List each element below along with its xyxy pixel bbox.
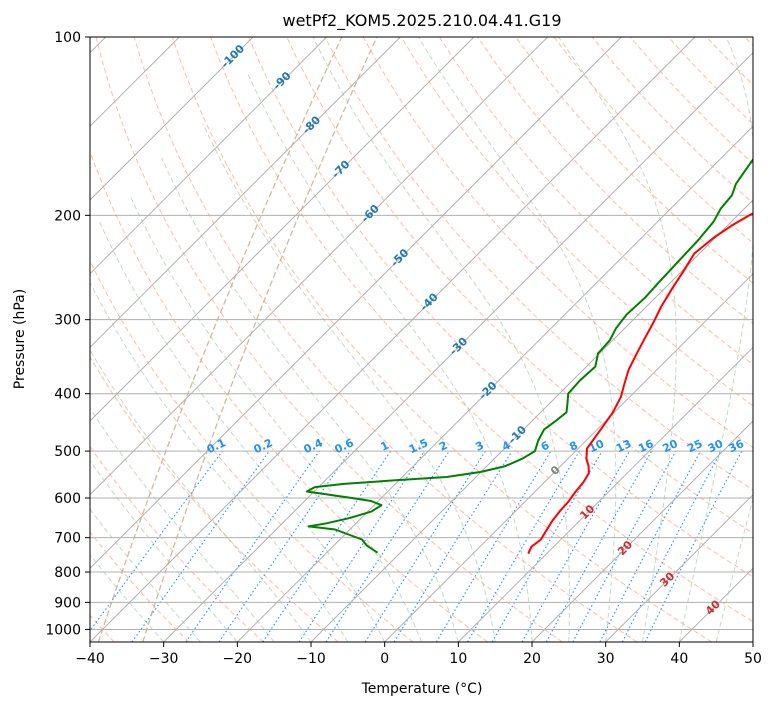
dry-adiabat: [324, 37, 753, 491]
y-tick-label: 900: [54, 595, 81, 611]
reference-arc: [97, 37, 343, 642]
y-tick-label: 300: [54, 313, 81, 329]
x-tick-label: 30: [597, 651, 615, 667]
isotherm: [236, 125, 753, 642]
y-tick-label: 100: [54, 30, 81, 46]
isotherm: [457, 346, 753, 642]
dry-adiabat: [90, 356, 339, 642]
mixing-ratio-line: [185, 450, 320, 642]
profile-lines: [305, 157, 753, 555]
dry-adiabat: [400, 37, 753, 407]
x-tick-label: −20: [223, 651, 253, 667]
isotherm: [90, 37, 401, 349]
y-tick-label: 700: [54, 531, 81, 547]
y-tick-label: 400: [54, 387, 81, 403]
dry-adiabat: [90, 531, 190, 642]
mixing-ratio-label: 30: [706, 437, 726, 455]
plot-frame: [89, 36, 754, 643]
dewpoint-profile-line: [305, 157, 753, 554]
isotherm: [90, 37, 254, 201]
mixing-ratio-line: [262, 450, 392, 642]
moist-adiabat: [90, 349, 312, 642]
y-tick-label: 200: [54, 208, 81, 224]
mixing-ratio-label: 25: [685, 437, 704, 455]
dry-adiabat: [515, 37, 753, 284]
dry-adiabat: [171, 37, 712, 642]
x-tick-label: 20: [523, 651, 541, 667]
x-tick-label: 0: [380, 651, 389, 667]
dry-adiabat: [133, 37, 638, 642]
moist-adiabat: [418, 37, 617, 642]
reference-lines: [90, 37, 753, 642]
mixing-ratio-line: [131, 450, 270, 642]
dry-adiabat: [210, 37, 753, 623]
x-tick-label: −30: [149, 651, 179, 667]
y-axis-label: Pressure (hPa): [12, 289, 28, 389]
axes: −40 −30 −20 −10 0 10 20 30 40 50 100 200 300 400 500 60…: [45, 30, 762, 667]
mixing-ratio-label: 16: [636, 437, 656, 455]
mixing-ratio-line: [521, 450, 630, 642]
x-tick-label: −40: [75, 651, 105, 667]
isotherm: [531, 420, 753, 642]
dry-adiabat: [438, 37, 753, 366]
chart-title: wetPf2_KOM5.2025.210.04.41.G19: [282, 11, 561, 31]
plot-background: [90, 37, 753, 642]
moist-adiabat: [678, 37, 753, 642]
mixing-ratio-line: [218, 450, 351, 642]
moist-adiabat: [90, 459, 238, 642]
dry-adiabat: [248, 37, 753, 578]
isotherm: [752, 641, 753, 642]
mixing-ratio-line: [572, 450, 677, 642]
y-tick-label: 600: [54, 491, 81, 507]
temperature-profile-line: [527, 212, 753, 555]
mixing-ratio-label: 20: [661, 437, 681, 455]
moist-adiabat: [90, 554, 165, 642]
moist-adiabat: [558, 37, 677, 642]
moist-adiabat: [90, 281, 349, 642]
moist-adiabat: [247, 72, 533, 642]
moist-adiabat: [129, 195, 422, 642]
isotherm: [90, 37, 549, 496]
isotherm: [90, 37, 328, 275]
isotherm: [163, 51, 753, 642]
isotherm: [90, 37, 475, 422]
dry-adiabat: [95, 37, 563, 642]
isotherm: [310, 199, 753, 642]
mixing-ratio-line: [545, 450, 653, 642]
isotherm: [90, 37, 696, 642]
moist-adiabat: [90, 508, 201, 642]
isotherm: [605, 493, 753, 642]
x-tick-label: 10: [449, 651, 467, 667]
moist-adiabat: [715, 497, 753, 642]
y-tick-label: 800: [54, 565, 81, 581]
dry-adiabat: [90, 150, 488, 642]
x-axis-label: Temperature (°C): [361, 681, 483, 697]
moist-adiabat: [99, 221, 386, 642]
x-tick-label: −10: [296, 651, 326, 667]
x-tick-label: 40: [670, 651, 688, 667]
dry-adiabat: [90, 445, 264, 642]
x-tick-label: 50: [744, 651, 762, 667]
mixing-ratio-line: [90, 450, 223, 632]
moist-adiabat: [312, 37, 570, 642]
y-tick-label: 1000: [45, 622, 81, 638]
reference-arc: [142, 37, 378, 642]
mixing-ratio-line: [298, 450, 425, 642]
isotherm: [384, 272, 753, 642]
isotherm: [90, 37, 622, 570]
moist-adiabat: [90, 407, 275, 642]
mixing-ratio-line: [644, 450, 743, 642]
y-tick-label: 500: [54, 444, 81, 460]
mixing-ratio-line: [393, 450, 513, 642]
pressure-gridlines: [90, 37, 753, 630]
mixing-ratio-label: 13: [614, 437, 633, 455]
mixing-ratio-label: 36: [727, 437, 747, 455]
moist-adiabat: [202, 123, 496, 642]
mixing-ratio-line: [325, 450, 450, 642]
